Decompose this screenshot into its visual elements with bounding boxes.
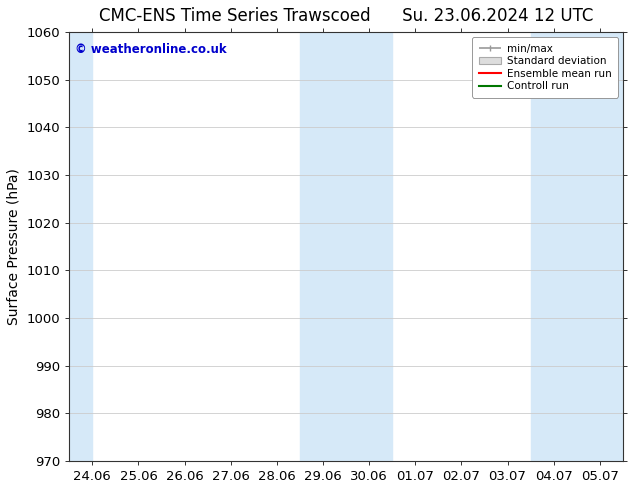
- Text: © weatheronline.co.uk: © weatheronline.co.uk: [75, 43, 226, 56]
- Legend: min/max, Standard deviation, Ensemble mean run, Controll run: min/max, Standard deviation, Ensemble me…: [472, 37, 618, 98]
- Bar: [69, 32, 93, 461]
- Bar: [300, 32, 392, 461]
- Bar: [531, 32, 623, 461]
- Title: CMC-ENS Time Series Trawscoed      Su. 23.06.2024 12 UTC: CMC-ENS Time Series Trawscoed Su. 23.06.…: [99, 7, 593, 25]
- Y-axis label: Surface Pressure (hPa): Surface Pressure (hPa): [7, 168, 21, 325]
